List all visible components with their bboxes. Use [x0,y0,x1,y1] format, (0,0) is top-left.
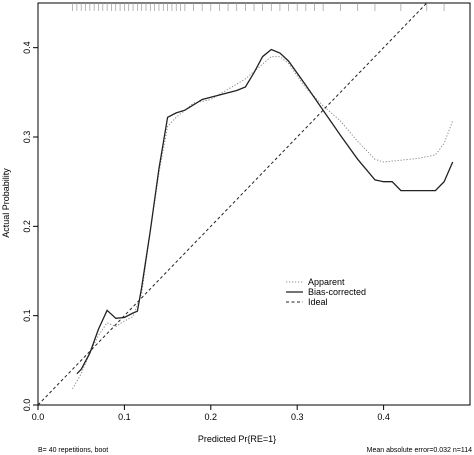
x-axis: 0.0 0.1 0.2 0.3 0.4 [32,405,390,422]
y-tick-label: 0.4 [22,41,32,54]
x-axis-label: Predicted Pr{RE=1} [198,434,276,444]
y-tick-label: 0.1 [22,309,32,322]
legend-label: Apparent [308,277,345,287]
x-tick-label: 0.4 [377,412,390,422]
series-line-ideal [38,3,428,405]
footnote-left: B= 40 repetitions, boot [38,447,108,454]
x-tick-label: 0.0 [32,412,45,422]
x-tick-label: 0.1 [118,412,131,422]
legend-label: Ideal [308,297,328,307]
y-axis: 0.0 0.1 0.2 0.3 0.4 [22,41,38,411]
series-lines [38,3,454,405]
series-line-bias-corrected [76,48,454,375]
legend-label: Bias-corrected [308,287,366,297]
series-line-apparent [72,56,454,390]
y-tick-label: 0.2 [22,220,32,233]
plot-frame [37,2,471,406]
y-tick-label: 0.3 [22,131,32,144]
footnote-right: Mean absolute error=0.032 n=114 [367,447,472,454]
rug-marks [72,3,445,11]
y-tick-label: 0.0 [22,399,32,412]
y-axis-label: Actual Probability [1,168,11,238]
x-tick-label: 0.2 [205,412,218,422]
x-tick-label: 0.3 [291,412,304,422]
